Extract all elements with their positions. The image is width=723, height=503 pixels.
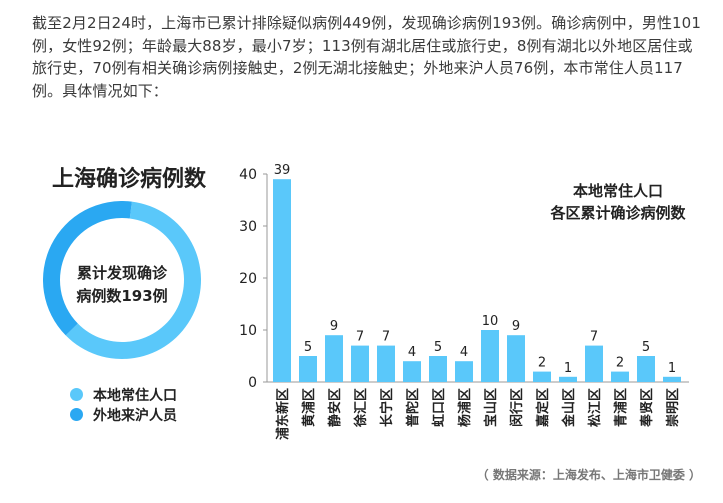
x-category-label: 黄浦区 (301, 388, 317, 427)
bar (429, 356, 447, 382)
bar-value-label: 4 (408, 345, 416, 360)
district-bar-chart: 0 10 20 30 40 39 浦东新区 5 黄浦区 9 静安区 7 徐汇区 7 长宁区 4 普陀区 5 虹口区 4… (239, 163, 689, 440)
bar-value-label: 9 (330, 319, 338, 334)
legend-label-nonlocal: 外地来沪人员 (93, 408, 177, 424)
bar (481, 330, 499, 382)
bar-value-label: 1 (668, 361, 676, 376)
x-category-label: 嘉定区 (535, 388, 551, 428)
x-category-label: 杨浦区 (457, 388, 473, 427)
x-category-label: 金山区 (561, 388, 577, 428)
bar (533, 371, 551, 382)
bar (377, 345, 395, 382)
bar-chart-title-line: 本地常住人口 (573, 182, 663, 200)
x-category-label: 青浦区 (613, 388, 629, 427)
donut-chart (43, 201, 201, 359)
legend-item-local: 本地常住人口 (70, 385, 177, 404)
bar (273, 179, 291, 382)
donut-center-line-1: 累计发现确诊 (76, 264, 167, 282)
intro-paragraph: 截至2月2日24时，上海市已累计排除疑似病例449例，发现确诊病例193例。确诊… (32, 14, 701, 100)
x-category-label: 崇明区 (665, 388, 681, 427)
y-tick-label: 40 (239, 167, 257, 183)
x-category-label: 奉贤区 (639, 388, 655, 428)
donut-chart-title: 上海确诊病例数 (52, 167, 207, 192)
legend-label-local: 本地常住人口 (93, 388, 177, 404)
bar-value-label: 10 (482, 314, 499, 329)
bar-value-label: 5 (642, 340, 650, 355)
bar (403, 361, 421, 382)
bar-value-label: 7 (356, 330, 364, 345)
x-category-label: 宝山区 (483, 388, 499, 427)
x-category-label: 虹口区 (431, 388, 447, 427)
legend-swatch-nonlocal (70, 408, 83, 421)
bar-chart-title-line: 各区累计确诊病例数 (549, 204, 686, 222)
bar (455, 361, 473, 382)
bar-value-label: 4 (460, 345, 468, 360)
bar-value-label: 2 (616, 356, 624, 371)
data-source-note: （ 数据来源：上海发布、上海市卫健委 ） (476, 468, 701, 482)
x-category-label: 松江区 (587, 388, 603, 427)
donut-center-line-2: 病例数193例 (76, 287, 168, 305)
bar (559, 376, 577, 382)
y-tick-label: 10 (239, 323, 257, 339)
x-category-label: 静安区 (327, 388, 343, 427)
bar (351, 345, 369, 382)
y-tick-label: 30 (239, 219, 257, 235)
legend-swatch-local (70, 388, 83, 401)
bar (507, 335, 525, 382)
bar (663, 376, 681, 382)
bar-value-label: 7 (590, 330, 598, 345)
bar-value-label: 5 (304, 340, 312, 355)
bar-value-label: 7 (382, 330, 390, 345)
bar (325, 335, 343, 382)
bar-value-label: 5 (434, 340, 442, 355)
bar (611, 371, 629, 382)
donut-slice-local (65, 201, 201, 359)
bar-value-label: 1 (564, 361, 572, 376)
x-category-label: 长宁区 (379, 388, 395, 427)
legend-item-nonlocal: 外地来沪人员 (70, 405, 177, 424)
y-tick-label: 20 (239, 271, 257, 287)
bar (637, 356, 655, 382)
bar-value-label: 2 (538, 356, 546, 371)
x-category-label: 徐汇区 (353, 388, 369, 428)
donut-center-label: 累计发现确诊 病例数193例 (62, 262, 182, 308)
bar (299, 356, 317, 382)
x-category-label: 普陀区 (405, 388, 421, 427)
bar-value-label: 39 (274, 163, 291, 178)
bar (585, 345, 603, 382)
x-category-label: 浦东新区 (275, 388, 291, 440)
x-category-label: 闵行区 (509, 388, 525, 427)
y-tick-label: 0 (248, 375, 257, 391)
donut-slice-nonlocal (43, 201, 132, 336)
bar-value-label: 9 (512, 319, 520, 334)
